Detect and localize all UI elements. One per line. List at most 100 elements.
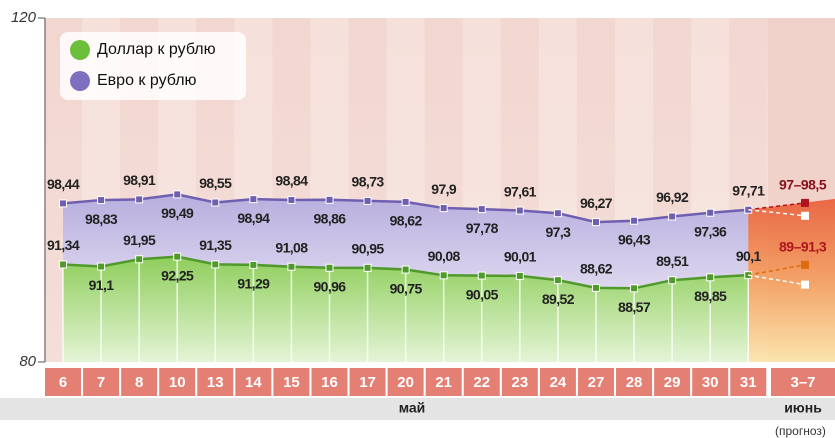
value-label: 97,61 xyxy=(504,183,537,199)
point-marker xyxy=(478,272,485,279)
value-label: 97,71 xyxy=(732,182,765,198)
x-tick-label: 23 xyxy=(511,374,528,391)
value-label: 88,62 xyxy=(580,261,613,277)
x-tick-label: 27 xyxy=(588,374,605,391)
point-marker xyxy=(631,217,638,224)
value-label: 98,62 xyxy=(390,213,423,229)
value-label: 89,85 xyxy=(694,288,727,304)
value-label: 90,05 xyxy=(466,286,499,302)
x-tick-label: 30 xyxy=(702,374,719,391)
point-marker xyxy=(326,264,333,271)
point-marker xyxy=(516,207,523,214)
point-marker xyxy=(60,261,67,268)
point-marker xyxy=(136,196,143,203)
forecast-marker xyxy=(801,199,809,207)
value-label: 96,92 xyxy=(656,189,689,205)
point-marker xyxy=(707,209,714,216)
point-marker xyxy=(136,256,143,263)
point-marker xyxy=(60,200,67,207)
point-marker xyxy=(402,198,409,205)
point-marker xyxy=(250,261,257,268)
x-tick-label: 10 xyxy=(169,374,186,391)
legend: Евро к рублюДоллар к рублю xyxy=(60,32,246,100)
point-marker xyxy=(554,277,561,284)
value-label: 98,84 xyxy=(275,173,308,189)
value-label: 89,52 xyxy=(542,291,575,307)
x-tick-label: 22 xyxy=(473,374,490,391)
point-marker xyxy=(174,191,181,198)
forecast-marker xyxy=(801,281,809,289)
value-label: 96,43 xyxy=(618,231,651,247)
value-label: 91,1 xyxy=(89,277,115,293)
point-marker xyxy=(592,219,599,226)
x-tick-label: 16 xyxy=(321,374,338,391)
point-marker xyxy=(554,210,561,217)
x-tick-label: 21 xyxy=(435,374,452,391)
value-label: 91,34 xyxy=(47,237,80,253)
legend-swatch xyxy=(70,40,90,60)
point-marker xyxy=(631,285,638,292)
value-label: 90,08 xyxy=(428,248,461,264)
point-marker xyxy=(669,213,676,220)
value-label: 97,78 xyxy=(466,220,499,236)
forecast-note: (прогноз) xyxy=(775,424,826,438)
y-tick-label: 80 xyxy=(19,353,36,370)
point-marker xyxy=(212,261,219,268)
legend-label: Доллар к рублю xyxy=(97,41,216,58)
x-tick-label: 29 xyxy=(664,374,681,391)
value-label: 92,25 xyxy=(161,267,194,283)
forecast-marker xyxy=(801,212,809,220)
value-label: 90,95 xyxy=(352,241,385,257)
point-marker xyxy=(98,197,105,204)
point-marker xyxy=(478,206,485,213)
value-label: 98,73 xyxy=(352,174,385,190)
value-label: 98,44 xyxy=(47,176,80,192)
value-label: 99,49 xyxy=(161,205,194,221)
point-marker xyxy=(326,196,333,203)
forecast-label: 89–91,3 xyxy=(779,239,827,255)
point-marker xyxy=(250,196,257,203)
point-marker xyxy=(174,253,181,260)
value-label: 90,01 xyxy=(504,249,537,265)
value-label: 97,3 xyxy=(545,224,571,240)
point-marker xyxy=(98,263,105,270)
value-label: 91,95 xyxy=(123,232,156,248)
value-label: 97,9 xyxy=(431,181,457,197)
point-marker xyxy=(364,264,371,271)
value-label: 88,57 xyxy=(618,299,651,315)
x-tick-label: 17 xyxy=(359,374,376,391)
value-label: 98,55 xyxy=(199,175,232,191)
x-tick-label: 24 xyxy=(550,374,567,391)
x-tick-label: 31 xyxy=(740,374,757,391)
x-tick-label: 15 xyxy=(283,374,300,391)
forecast-label: 97–98,5 xyxy=(779,177,827,193)
x-tick-label: 13 xyxy=(207,374,224,391)
x-tick-label: 6 xyxy=(59,374,67,391)
value-label: 98,83 xyxy=(85,211,118,227)
value-label: 97,36 xyxy=(694,223,727,239)
legend-swatch xyxy=(70,71,90,91)
point-marker xyxy=(212,199,219,206)
value-label: 90,96 xyxy=(313,278,346,294)
point-marker xyxy=(440,205,447,212)
month-label: май xyxy=(399,400,426,416)
point-marker xyxy=(592,284,599,291)
x-tick-label: 7 xyxy=(97,374,105,391)
value-label: 90,1 xyxy=(736,248,762,264)
month-label: июнь xyxy=(784,400,822,416)
x-tick-label: 14 xyxy=(245,374,262,391)
y-tick-label: 120 xyxy=(11,9,37,26)
page: 80 120 98,44 98,83 98,91 99,49 98,55 98,94 98,84… xyxy=(0,0,835,438)
point-marker xyxy=(364,197,371,204)
value-label: 98,91 xyxy=(123,172,156,188)
point-marker xyxy=(288,196,295,203)
value-label: 96,27 xyxy=(580,195,613,211)
point-marker xyxy=(288,263,295,270)
x-tick-label: 8 xyxy=(135,374,143,391)
point-marker xyxy=(669,277,676,284)
forecast-area xyxy=(748,199,835,362)
x-tick-label: 20 xyxy=(397,374,414,391)
point-marker xyxy=(707,274,714,281)
x-tick-label: 28 xyxy=(626,374,643,391)
value-label: 98,94 xyxy=(237,210,270,226)
